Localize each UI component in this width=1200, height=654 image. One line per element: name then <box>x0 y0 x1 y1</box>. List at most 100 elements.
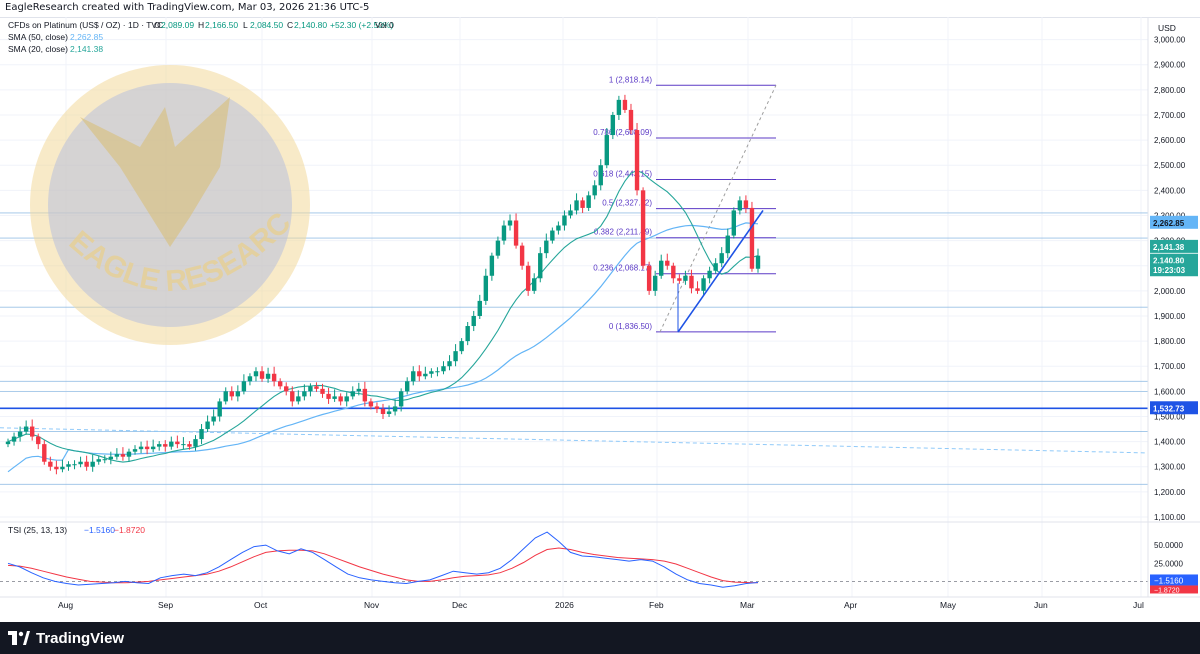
trend-channel <box>677 209 764 333</box>
candle-body <box>368 401 374 407</box>
candle-body <box>683 275 688 281</box>
candle-body <box>126 451 132 457</box>
legend-sma50-value: 2,262.85 <box>70 32 103 42</box>
fib-level-label: 0.236 (2,068.17) <box>593 264 652 273</box>
x-tick-label: Feb <box>649 600 664 610</box>
candle-body <box>23 426 29 432</box>
candle-body <box>489 255 495 276</box>
footer-bar: TradingView <box>0 622 1200 654</box>
candle-body <box>90 461 95 467</box>
candle-body <box>447 361 452 367</box>
sma50-price-tag-bg <box>1150 215 1198 229</box>
candle-body <box>211 416 216 422</box>
legend: CFDs on Platinum (US$ / OZ) · 1D · TVC O… <box>8 20 394 54</box>
tsi-y-tick-label: 50.0000 <box>1154 541 1183 550</box>
x-tick-label: Jun <box>1034 600 1048 610</box>
candles <box>5 94 761 475</box>
candle-body <box>646 265 652 291</box>
x-tick-label: Jul <box>1133 600 1144 610</box>
y-tick-label: 2,900.00 <box>1154 61 1186 70</box>
y-tick-label: 1,700.00 <box>1154 362 1186 371</box>
y-tick-label: 2,000.00 <box>1154 287 1186 296</box>
tradingview-logo-text: TradingView <box>36 629 125 647</box>
legend-open-label: O <box>154 20 161 30</box>
fibonacci-retracement: 1 (2,818.14) 0.786 (2,608.09) 0.618 (2,443… <box>593 75 777 333</box>
candle-body <box>495 240 501 256</box>
candle-body <box>592 185 597 196</box>
legend-high-value: 2,166.50 <box>205 20 238 30</box>
y-tick-label: 1,800.00 <box>1154 337 1186 346</box>
candle-body <box>501 225 507 241</box>
candle-body <box>544 240 549 254</box>
candle-body <box>586 195 591 208</box>
trend-line-lower <box>677 209 764 333</box>
sma20-line <box>7 169 759 463</box>
tradingview-logo[interactable]: TradingView <box>8 628 124 648</box>
fib-level-label: 0.618 (2,443.15) <box>593 169 652 178</box>
candle-body <box>108 456 114 460</box>
candle-body <box>187 444 192 447</box>
candle-body <box>465 326 470 342</box>
candle-body <box>132 449 138 452</box>
candle-body <box>731 210 737 236</box>
candle-body <box>598 165 603 186</box>
candle-body <box>138 446 144 450</box>
created-by-text: EagleResearch created with TradingView.c… <box>5 2 370 13</box>
candle-body <box>441 366 446 372</box>
chart-svg[interactable]: EAGLE RESEARCH 1 (2,818.14)0.786 (2,608.… <box>0 17 1200 622</box>
candle-body <box>471 315 476 327</box>
y-tick-label: 2,600.00 <box>1154 136 1186 145</box>
candle-body <box>532 278 537 291</box>
dashed-trend-line <box>0 427 1149 454</box>
candle-body <box>550 230 555 241</box>
candle-body <box>616 99 622 115</box>
tsi-tag: −1.5160 <box>1154 576 1184 585</box>
candle-body <box>404 381 410 392</box>
tsi-signal-tag: −1.8720 <box>1154 587 1180 594</box>
candle-body <box>338 396 343 402</box>
x-tick-label: Mar <box>740 600 755 610</box>
legend-close-value: 2,140.80 <box>294 20 327 30</box>
y-tick-label: 2,500.00 <box>1154 161 1186 170</box>
candle-body <box>284 386 289 392</box>
tradingview-logo-icon <box>8 631 30 645</box>
candle-body <box>66 464 71 467</box>
countdown-tag: 19:23:03 <box>1153 266 1186 275</box>
fib-level-label: 0.5 (2,327.32) <box>602 199 652 208</box>
candle-body <box>604 135 609 166</box>
candle-body <box>725 235 730 254</box>
candle-body <box>713 263 718 271</box>
eagle-research-watermark: EAGLE RESEARCH <box>0 17 310 345</box>
x-tick-label: Apr <box>844 600 857 610</box>
tsi-title: TSI (25, 13, 13) <box>8 525 67 535</box>
x-tick-label: Oct <box>254 600 268 610</box>
sma50-price-tag: 2,262.85 <box>1153 219 1185 228</box>
legend-high-label: H <box>198 20 204 30</box>
candle-body <box>719 253 724 264</box>
candle-body <box>29 426 35 437</box>
sma-lines <box>7 169 759 473</box>
tsi-tag-bg <box>1150 574 1198 586</box>
currency-label: USD <box>1158 23 1176 33</box>
tsi-signal-line <box>7 547 759 584</box>
candle-body <box>386 411 392 414</box>
x-tick-label: Nov <box>364 600 380 610</box>
candle-body <box>677 278 682 281</box>
candle-body <box>72 464 77 466</box>
candle-body <box>259 371 265 379</box>
x-tick-label: Sep <box>158 600 173 610</box>
candle-body <box>102 459 107 461</box>
y-tick-label: 2,400.00 <box>1154 186 1186 195</box>
candle-body <box>453 351 458 362</box>
candle-body <box>54 466 59 470</box>
candle-body <box>78 461 83 465</box>
sma50-line <box>7 222 759 473</box>
y-tick-label: 1,400.00 <box>1154 438 1186 447</box>
y-tick-label: 1,500.00 <box>1154 412 1186 421</box>
fib-level-label: 0.382 (2,211.49) <box>594 228 652 237</box>
candle-body <box>163 444 168 447</box>
x-tick-label: Dec <box>452 600 468 610</box>
candle-body <box>223 391 228 402</box>
tsi-line <box>7 531 759 588</box>
candle-body <box>743 200 749 208</box>
